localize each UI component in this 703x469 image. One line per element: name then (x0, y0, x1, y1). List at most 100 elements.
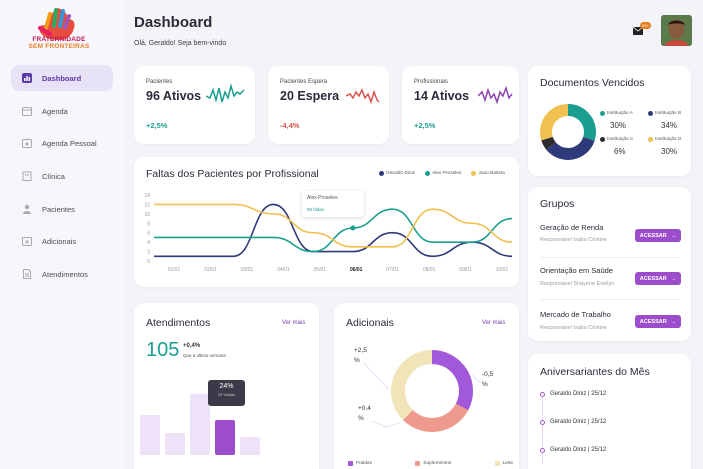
bar[interactable] (140, 415, 160, 455)
logo-text: FRATERNIDADE SEM FRONTEIRAS (24, 36, 94, 50)
kpi-change: +2,5% (146, 121, 168, 130)
annotation-lines (363, 362, 482, 428)
x-tick-label: 09/01 (459, 267, 472, 273)
faltas-card: Faltas dos Pacientes por Profissional Ge… (134, 157, 519, 287)
arrow-right-icon: → (670, 275, 677, 282)
sidebar-item-agenda[interactable]: Agenda (11, 98, 113, 124)
legend-label: Instituição D (655, 137, 682, 142)
timeline-dot (540, 420, 545, 425)
annotation-label-c: +0,4% (358, 404, 371, 424)
donut-slice (540, 104, 596, 160)
atendimentos-value: 105 (146, 339, 180, 361)
atendimentos-card: Atendimentos Ver mais 105 +0,4% Que a ul… (134, 303, 319, 469)
notification-button[interactable]: 99+ (633, 22, 651, 37)
sidebar-item-pacientes[interactable]: Pacientes (11, 196, 113, 222)
y-tick-label: 4 (147, 240, 150, 246)
page-title: Dashboard (134, 14, 213, 31)
x-tick-label: 08/01 (423, 267, 436, 273)
annotation-value: +0,4 (358, 405, 371, 412)
grupos-card: Grupos Geração de Renda Responsável Isab… (528, 187, 691, 341)
series-line-geraldo-diniz (153, 203, 513, 258)
adicionais-card: Adicionais Ver mais +2,5% -0,5% +0,4% Fr… (334, 303, 519, 469)
bar[interactable] (215, 420, 235, 455)
kpi-change: -4,4% (280, 121, 300, 130)
bar[interactable] (165, 433, 185, 455)
legend-value: 30% (661, 147, 678, 156)
grupos-title: Grupos (540, 198, 575, 210)
legend-item-b: Instituição B (648, 111, 681, 116)
document-icon (21, 269, 32, 280)
button-label: ACESSAR (639, 318, 667, 325)
x-tick-label: 07/01 (386, 267, 399, 273)
sidebar-item-dashboard[interactable]: Dashboard (11, 65, 113, 91)
legend-label: Fraldas (356, 461, 372, 466)
annotation-value: +2,5 (354, 347, 367, 354)
y-tick-label: 10 (144, 212, 150, 218)
series-line-joao-batista (154, 203, 513, 248)
legend-label: Geraldo Diniz (386, 171, 416, 176)
legend-label: Instituição B (655, 111, 682, 116)
sparkline-chart (206, 83, 245, 103)
acessar-button[interactable]: ACESSAR → (635, 272, 681, 285)
sparkline-chart (346, 88, 380, 105)
sidebar-item-adicionais[interactable]: Adicionais (11, 228, 113, 254)
arrow-right-icon: → (670, 232, 677, 239)
acessar-button[interactable]: ACESSAR → (635, 229, 681, 242)
bar-tooltip: 24% 22 Visitas (208, 380, 245, 406)
atendimentos-change: +0,4% (183, 343, 201, 349)
legend-value: 30% (610, 121, 627, 130)
legend-dot (471, 171, 477, 176)
tooltip-value: 24% (219, 383, 234, 390)
documentos-donut-chart (540, 104, 596, 160)
notification-badge: 99+ (640, 22, 651, 29)
atendimentos-change-sub: Que a ultima semana (183, 353, 226, 358)
legend-dot (494, 461, 500, 466)
x-tick-label: 04/01 (277, 267, 290, 273)
timeline-dot (540, 448, 545, 453)
sidebar-item-label: Adicionais (42, 236, 77, 246)
aniversariantes-title: Aniversariantes do Mês (540, 366, 650, 378)
annotation-unit: % (482, 381, 488, 388)
bar[interactable] (240, 437, 260, 455)
sidebar-item-label: Clínica (42, 171, 65, 181)
bar[interactable] (190, 393, 210, 455)
sidebar: FRATERNIDADE SEM FRONTEIRAS Dashboard Ag… (0, 0, 124, 469)
legend-value: 6% (614, 147, 626, 156)
legend-item: Leite (494, 461, 513, 466)
annotation-label-a: +2,5% (354, 346, 367, 366)
ver-mais-link[interactable]: Ver mais (282, 320, 306, 326)
grupo-responsavel: Responsável Isabo Cristine (540, 237, 607, 243)
legend-dot (379, 171, 384, 176)
legend-item: Fraldas (348, 461, 372, 466)
sidebar-item-agenda-pessoal[interactable]: Agenda Pessoal (11, 130, 113, 156)
button-label: ACESSAR (639, 275, 667, 282)
avatar[interactable] (661, 15, 692, 46)
legend-label: Joao Batista (478, 171, 505, 176)
building-icon (21, 171, 32, 182)
ver-mais-link[interactable]: Ver mais (482, 320, 506, 326)
sidebar-item-clinica[interactable]: Clínica (11, 163, 113, 189)
legend-label: Instituição C (607, 137, 634, 142)
calendar-icon (21, 106, 32, 117)
annotation-unit: % (354, 357, 360, 364)
sidebar-item-atendimentos[interactable]: Atendimentos (11, 261, 113, 287)
adicionais-legend: Fraldas Suplementos Leite (348, 461, 513, 466)
sidebar-item-label: Agenda Pessoal (42, 138, 97, 148)
kpi-card-pacientes-espera: Pacientes Espera 20 Espera -4,4% (268, 66, 389, 144)
legend-item: Joao Batista (471, 171, 505, 176)
adicionais-title: Adicionais (346, 317, 394, 329)
button-label: ACESSAR (639, 232, 667, 239)
legend-dot (648, 111, 653, 116)
legend-dot (348, 461, 353, 466)
acessar-button[interactable]: ACESSAR → (635, 315, 681, 328)
y-tick-label: 2 (147, 250, 150, 256)
legend-dot (600, 111, 605, 116)
kpi-label: Pacientes Espera (280, 79, 328, 85)
documentos-title: Documentos Vencidos (540, 77, 645, 89)
legend-dot (600, 137, 605, 142)
kpi-value: 96 Ativos (146, 89, 202, 103)
sidebar-item-label: Pacientes (42, 204, 75, 214)
timeline-line (542, 394, 543, 464)
calendar-plus-icon (21, 236, 32, 247)
aniversariante-item: Geraldo Diniz | 25/12 (550, 447, 607, 453)
